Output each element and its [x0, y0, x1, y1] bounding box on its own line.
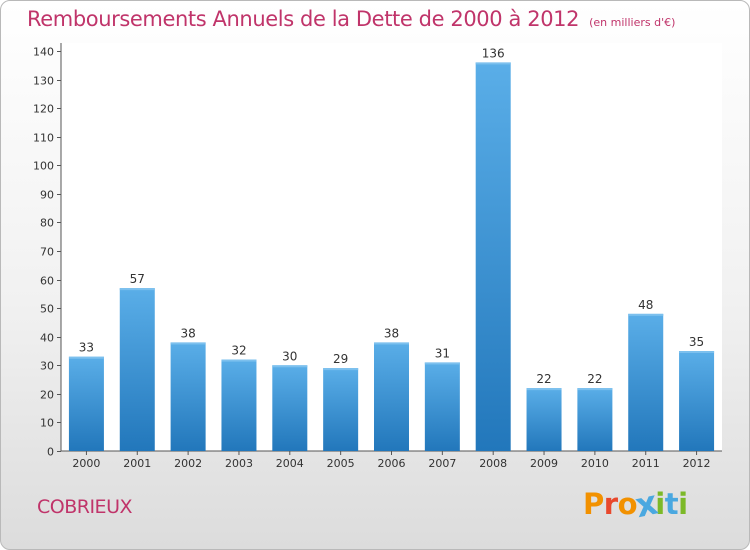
bar [475, 62, 511, 452]
x-tick-label: 2012 [683, 457, 711, 470]
bar-highlight [68, 356, 104, 359]
bar [628, 313, 664, 451]
bar-highlight [374, 342, 409, 345]
y-tick-label: 120 [33, 103, 54, 116]
x-tick-label: 2006 [378, 457, 406, 470]
bar-highlight [119, 288, 155, 291]
y-tick-label: 60 [40, 275, 54, 288]
brand-letter: P [583, 487, 604, 521]
bar [374, 342, 409, 451]
bar-highlight [170, 342, 206, 345]
y-tick-label: 30 [40, 360, 54, 373]
bar-highlight [221, 359, 257, 362]
x-tick-label: 2004 [276, 457, 304, 470]
y-tick-label: 70 [40, 246, 54, 259]
bar [272, 365, 308, 451]
data-label: 48 [638, 298, 653, 312]
data-label: 57 [130, 272, 145, 286]
data-label: 29 [333, 352, 348, 366]
y-tick-label: 90 [40, 189, 54, 202]
y-tick-label: 140 [33, 46, 54, 59]
bar [170, 342, 206, 451]
data-label: 32 [231, 344, 246, 358]
brand-letter: r [603, 487, 618, 521]
bar [221, 359, 257, 451]
brand-letter: i [655, 487, 665, 521]
x-tick-label: 2007 [428, 457, 456, 470]
x-tick-label: 2002 [174, 457, 202, 470]
brand-letter: i [678, 487, 688, 521]
bar-highlight [679, 351, 715, 353]
y-tick-label: 110 [33, 132, 54, 145]
bar-highlight [272, 365, 308, 368]
x-tick-label: 2008 [479, 457, 507, 470]
data-label: 22 [536, 372, 551, 386]
y-tick-label: 80 [40, 217, 54, 230]
y-tick-label: 10 [40, 417, 54, 430]
bar [68, 356, 104, 451]
bar-highlight [628, 313, 664, 316]
x-tick-label: 2009 [530, 457, 558, 470]
x-tick-label: 2010 [581, 457, 609, 470]
data-label: 33 [79, 341, 94, 355]
x-tick-label: 2003 [225, 457, 253, 470]
bar-highlight [577, 388, 613, 391]
x-tick-label: 2005 [327, 457, 355, 470]
brand-letter: o [617, 487, 638, 521]
data-label: 35 [689, 335, 704, 349]
data-label: 30 [282, 349, 297, 363]
bar [577, 388, 613, 451]
bar-highlight [323, 368, 359, 371]
data-label: 31 [435, 346, 450, 360]
chart-title: Remboursements Annuels de la Dette de 20… [27, 7, 675, 31]
x-tick-label: 2000 [72, 457, 100, 470]
y-tick-label: 130 [33, 75, 54, 88]
bar-highlight [475, 62, 511, 65]
data-label: 136 [482, 46, 505, 60]
x-tick-label: 2001 [123, 457, 151, 470]
y-tick-label: 20 [40, 389, 54, 402]
data-label: 22 [587, 372, 602, 386]
data-label: 38 [180, 326, 195, 340]
bar [323, 368, 359, 451]
bar [119, 288, 155, 451]
y-tick-label: 100 [33, 160, 54, 173]
bar [679, 351, 715, 451]
bar [526, 388, 562, 451]
brand-letter: t [664, 487, 679, 521]
y-tick-label: 40 [40, 332, 54, 345]
bar [424, 362, 460, 451]
x-tick-label: 2011 [632, 457, 660, 470]
bar-highlight [424, 362, 460, 365]
title-unit: (en milliers d'€) [589, 16, 676, 29]
commune-name: COBRIEUX [37, 496, 133, 518]
proxiti-logo: Proxiti [583, 483, 688, 526]
y-tick-label: 0 [47, 446, 54, 459]
y-tick-label: 50 [40, 303, 54, 316]
title-text: Remboursements Annuels de la Dette de 20… [27, 7, 580, 31]
data-label: 38 [384, 326, 399, 340]
bar-highlight [526, 388, 562, 391]
